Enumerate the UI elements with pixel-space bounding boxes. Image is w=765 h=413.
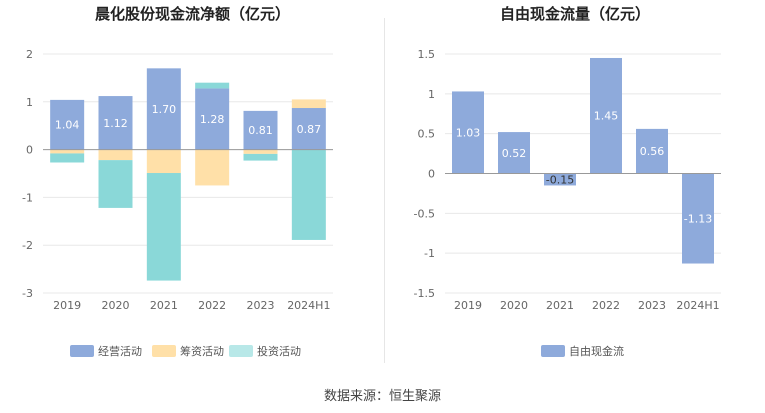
bar-经营活动-2021 — [146, 68, 181, 150]
right-chart-title: 自由现金流量（亿元） — [499, 5, 650, 23]
bar-筹资活动-2019 — [50, 149, 85, 154]
left-cashflow-chart: 2 1 0 -1 -2 -3 2019 1.04 2020 1.12 2021 1.70 2022 1.2… — [22, 48, 333, 358]
y-tick-label: 0.5 — [418, 128, 436, 141]
y-tick-label: -1 — [22, 191, 33, 204]
legend-swatch-投资活动 — [229, 345, 253, 357]
bar-经营活动-2022 — [195, 88, 230, 150]
y-tick-label: -1.5 — [414, 287, 435, 300]
data-label: 0.52 — [502, 147, 527, 160]
y-tick-label: 1.5 — [418, 48, 436, 61]
legend-label: 经营活动 — [98, 344, 142, 358]
data-label: -0.15 — [546, 173, 574, 186]
bar-经营活动-2020 — [98, 96, 133, 150]
bar-投资活动-2021 — [146, 173, 181, 281]
y-tick-label: 1 — [26, 96, 33, 109]
data-label: 1.70 — [152, 103, 177, 116]
y-tick-label: 0 — [26, 144, 33, 157]
bar-筹资活动-2020 — [98, 149, 133, 161]
x-tick-label: 2022 — [592, 299, 620, 312]
legend-label: 投资活动 — [257, 344, 301, 358]
x-tick-label: 2023 — [638, 299, 666, 312]
legend-label: 筹资活动 — [180, 344, 224, 358]
data-label: 0.56 — [640, 145, 665, 158]
bar-fcf-2023 — [636, 128, 668, 174]
bar-筹资活动-2024H1 — [291, 99, 326, 109]
data-label: 0.81 — [248, 124, 273, 137]
x-tick-label: 2021 — [150, 299, 178, 312]
data-label: 1.03 — [456, 126, 481, 139]
data-label: -1.13 — [684, 213, 712, 226]
bar-筹资活动-2023 — [243, 149, 278, 154]
y-tick-label: 0 — [428, 168, 435, 181]
left-chart-title: 晨化股份现金流净额（亿元） — [94, 5, 290, 23]
x-tick-label: 2024H1 — [676, 299, 719, 312]
x-tick-label: 2021 — [546, 299, 574, 312]
bar-筹资活动-2022 — [195, 149, 230, 186]
y-tick-label: -0.5 — [414, 207, 435, 220]
bar-投资活动-2020 — [98, 160, 133, 208]
x-tick-label: 2022 — [198, 299, 226, 312]
bar-经营活动-2024H1 — [291, 108, 326, 150]
chart-divider — [384, 18, 385, 363]
bar-fcf-2019 — [452, 91, 484, 174]
bar-投资活动-2022 — [195, 82, 230, 89]
y-tick-label: 1 — [428, 88, 435, 101]
x-tick-label: 2020 — [102, 299, 130, 312]
bar-投资活动-2024H1 — [291, 149, 326, 240]
bar-投资活动-2019 — [50, 153, 85, 163]
legend-swatch-筹资活动 — [152, 345, 176, 357]
data-label: 1.12 — [103, 117, 128, 130]
x-tick-label: 2020 — [500, 299, 528, 312]
bar-fcf-2024H1 — [682, 173, 714, 264]
bar-fcf-2022 — [590, 57, 622, 174]
data-label: 0.87 — [297, 123, 322, 136]
bar-筹资活动-2021 — [146, 149, 181, 174]
data-label: 1.28 — [200, 113, 225, 126]
data-label: 1.45 — [594, 110, 619, 123]
bar-经营活动-2023 — [243, 110, 278, 150]
x-tick-label: 2024H1 — [287, 299, 330, 312]
legend-swatch-经营活动 — [70, 345, 94, 357]
x-tick-label: 2023 — [247, 299, 275, 312]
y-tick-label: 2 — [26, 48, 33, 61]
right-fcf-chart: 1.5 1 0.5 0 -0.5 -1 -1.5 2019 1.03 2020 0.52 2021 -0… — [414, 48, 721, 358]
legend-label: 自由现金流 — [569, 344, 624, 358]
bar-经营活动-2019 — [50, 99, 85, 150]
x-tick-label: 2019 — [454, 299, 482, 312]
x-tick-label: 2019 — [53, 299, 81, 312]
data-source-note: 数据来源：恒生聚源 — [323, 389, 441, 404]
data-label: 1.04 — [55, 119, 80, 132]
y-tick-label: -2 — [22, 239, 33, 252]
bar-fcf-2020 — [498, 132, 530, 174]
bar-fcf-2021 — [544, 173, 576, 186]
y-tick-label: -3 — [22, 287, 33, 300]
y-tick-label: -1 — [424, 247, 435, 260]
bar-投资活动-2023 — [243, 153, 278, 161]
legend-swatch-fcf — [541, 345, 565, 357]
